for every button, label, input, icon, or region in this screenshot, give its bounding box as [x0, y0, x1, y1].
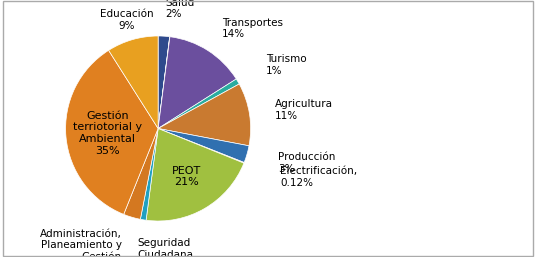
Text: Electrificación,
0.12%: Electrificación, 0.12% [280, 167, 358, 188]
Text: Educación
9%: Educación 9% [100, 9, 153, 31]
Text: Producción
3%: Producción 3% [278, 152, 336, 174]
Text: Gestión
terriotorial y
Ambiental
35%: Gestión terriotorial y Ambiental 35% [73, 111, 142, 155]
Wedge shape [124, 128, 158, 219]
Wedge shape [158, 84, 251, 146]
Wedge shape [140, 128, 158, 220]
Wedge shape [158, 128, 244, 163]
Wedge shape [158, 128, 249, 162]
Text: Agricultura
11%: Agricultura 11% [275, 99, 333, 121]
Wedge shape [146, 128, 244, 221]
Wedge shape [65, 50, 158, 214]
Text: Transportes
14%: Transportes 14% [222, 18, 282, 39]
Wedge shape [158, 37, 236, 128]
Text: Turismo
1%: Turismo 1% [266, 54, 306, 76]
Text: PEOT
21%: PEOT 21% [172, 166, 200, 187]
Wedge shape [158, 37, 170, 128]
Text: Administración,
Planeamiento y
Gestión
3%: Administración, Planeamiento y Gestión 3… [40, 228, 122, 257]
Text: Salud
2%: Salud 2% [166, 0, 195, 19]
Text: Seguridad
Ciudadana
1%: Seguridad Ciudadana 1% [138, 238, 193, 257]
Wedge shape [109, 36, 158, 128]
Wedge shape [158, 36, 170, 128]
Wedge shape [158, 79, 239, 128]
